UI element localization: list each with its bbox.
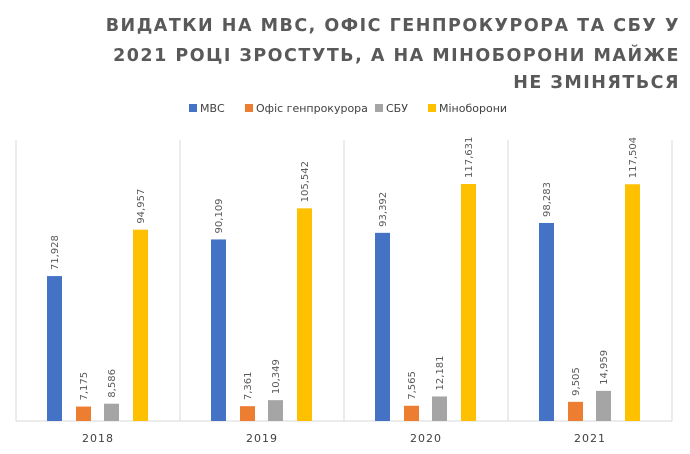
legend-swatch xyxy=(189,104,197,112)
bar xyxy=(568,401,583,421)
bar xyxy=(375,232,390,421)
bar xyxy=(596,390,611,421)
chart-title-line: НЕ ЗМІНЯТЬСЯ xyxy=(513,73,680,93)
bar xyxy=(297,208,312,421)
chart-title-line: ВИДАТКИ НА МВС, ОФІС ГЕНПРОКУРОРА ТА СБУ… xyxy=(106,16,680,36)
x-tick-label: 2021 xyxy=(574,432,606,445)
plot-area: 71,928 7,175 8,586 94,957 2018 90,109 7,361 10,… xyxy=(15,137,673,445)
x-tick-label: 2019 xyxy=(246,432,278,445)
data-label: 93,392 xyxy=(378,192,389,227)
data-label: 117,504 xyxy=(628,137,639,178)
x-tick-label: 2018 xyxy=(82,432,114,445)
bar xyxy=(76,406,91,421)
legend-item: МВС xyxy=(189,102,225,115)
bar xyxy=(268,400,283,421)
data-label: 98,283 xyxy=(542,182,553,217)
data-label: 7,175 xyxy=(79,372,90,401)
bar xyxy=(133,229,148,421)
chart-title: ВИДАТКИ НА МВС, ОФІС ГЕНПРОКУРОРА ТА СБУ… xyxy=(106,16,680,93)
data-label: 12,181 xyxy=(435,355,446,390)
legend-swatch xyxy=(245,104,253,112)
data-label: 7,361 xyxy=(243,372,254,401)
data-label: 8,586 xyxy=(107,369,118,398)
legend-swatch xyxy=(375,104,383,112)
bar xyxy=(240,406,255,421)
legend-label: Офіс генпрокурора xyxy=(256,102,368,115)
data-label: 105,542 xyxy=(300,161,311,202)
legend-label: СБУ xyxy=(386,102,408,115)
legend-item: Міноборони xyxy=(428,102,507,115)
legend-item: СБУ xyxy=(375,102,408,115)
chart-title-line: 2021 РОЦІ ЗРОСТУТЬ, А НА МІНОБОРОНИ МАЙЖ… xyxy=(113,44,680,66)
bar xyxy=(404,405,419,421)
bar xyxy=(539,222,554,421)
legend-label: Міноборони xyxy=(439,102,507,115)
data-label: 90,109 xyxy=(214,198,225,233)
data-label: 71,928 xyxy=(50,235,61,270)
data-label: 94,957 xyxy=(136,189,147,224)
x-tick-label: 2020 xyxy=(410,432,442,445)
bar xyxy=(461,184,476,421)
bar xyxy=(625,184,640,421)
data-label: 117,631 xyxy=(464,137,475,178)
data-label: 9,505 xyxy=(571,367,582,396)
bar xyxy=(47,276,62,421)
bar xyxy=(211,239,226,421)
legend-label: МВС xyxy=(200,102,225,115)
bar xyxy=(104,403,119,421)
legend-swatch xyxy=(428,104,436,112)
data-label: 10,349 xyxy=(271,359,282,394)
bar xyxy=(432,396,447,421)
data-label: 14,959 xyxy=(599,350,610,385)
data-label: 7,565 xyxy=(407,371,418,400)
legend: МВС Офіс генпрокурора СБУ Міноборони xyxy=(189,102,507,115)
legend-item: Офіс генпрокурора xyxy=(245,102,368,115)
